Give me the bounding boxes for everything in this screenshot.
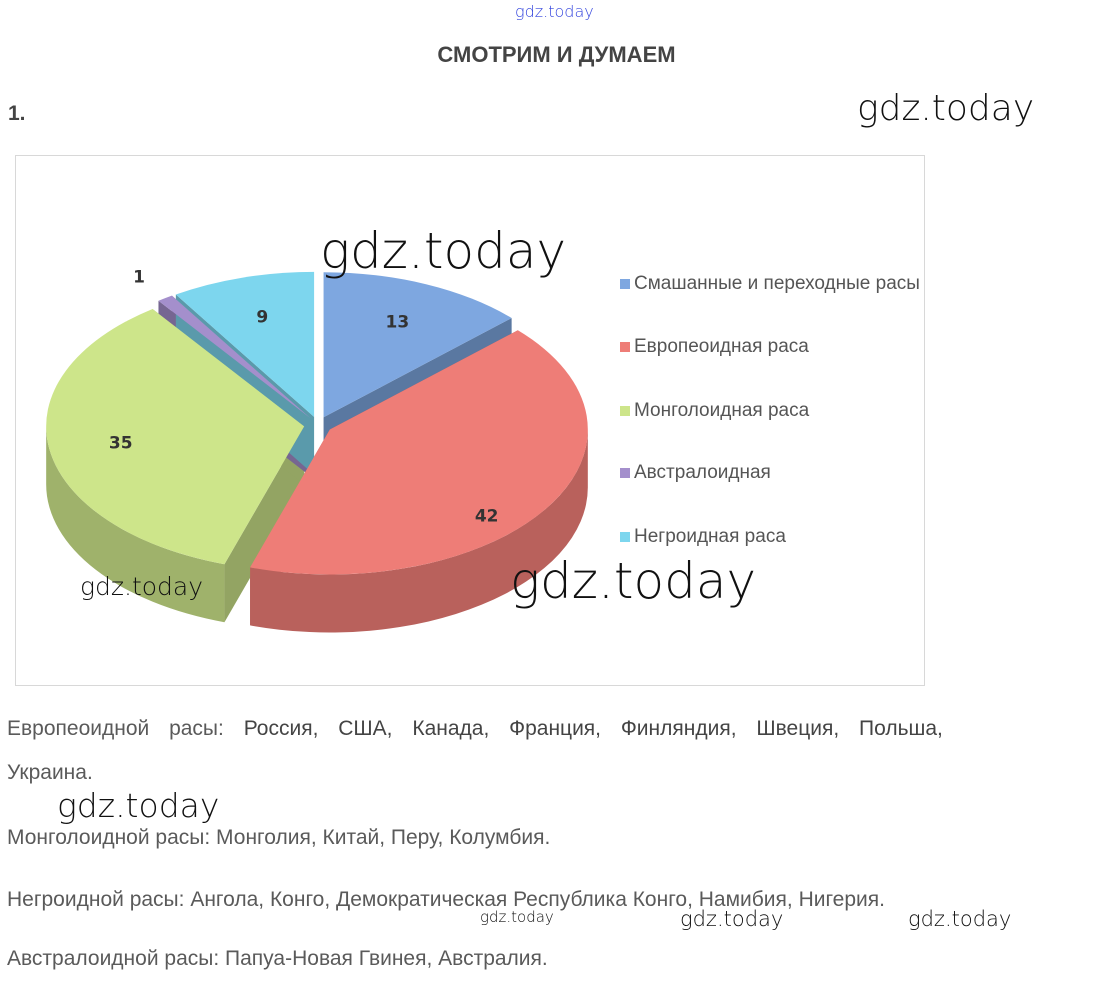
pie-slice [250,330,588,575]
page-title: СМОТРИМ И ДУМАЕМ [437,42,676,67]
pie-slice [323,272,512,418]
paragraph-european: Европеоидной расы: Россия, США, Канада, … [7,717,1107,741]
legend-label: Европеоидная раса [634,336,809,357]
para-text: Папуа-Новая Гвинея, Австралия. [219,947,548,970]
pie-slice [46,309,305,565]
watermark: gdz.today [857,88,1035,129]
data-label: 9 [256,308,268,328]
legend-swatch [620,342,630,352]
data-label: 35 [109,434,133,454]
legend-item-negroid: Негроидная раса [620,524,920,549]
pie-chart: 13 42 35 1 9 [46,268,588,633]
paragraph-australoid: Австралоидной расы: Папуа-Новая Гвинея, … [7,947,1107,971]
task-number: 1. [8,102,26,125]
para-label: Монголоидной расы: [7,826,211,849]
data-label: 1 [133,268,145,288]
para-label: Австралоидной расы: [7,947,220,970]
watermark: gdz.today [680,907,784,931]
legend-swatch [620,406,630,416]
watermark: gdz.today [320,222,567,280]
para-label: Европеоидной расы: [7,717,224,740]
slice-side [46,426,225,623]
paragraph-european-cont: Украина. [7,761,1107,785]
para-text: Украина. [7,761,93,784]
paragraph-negroid: Негроидной расы: Ангола, Конго, Демократ… [7,888,1107,912]
para-text: Монголия, Китай, Перу, Колумбия. [210,826,551,849]
para-text: Россия, США, Канада, Франция, Финляндия,… [223,717,943,740]
watermark: gdz.today [908,907,1012,931]
paragraph-mongoloid: Монголоидной расы: Монголия, Китай, Перу… [7,826,1107,850]
legend-label: Смашанные и переходные расы [634,273,920,294]
watermark: gdz.today [480,908,554,926]
watermark: gdz.today [57,786,220,825]
watermark: gdz.today [515,2,594,21]
legend-label: Негроидная раса [634,526,786,547]
legend-item-mongoloid: Монголоидная раса [620,398,920,423]
para-label: Негроидной расы: [7,888,185,911]
pie-slice [158,295,311,419]
legend-swatch [620,468,630,478]
chart-frame [15,155,925,686]
legend-item-european: Европеоидная раса [620,334,920,359]
watermark: gdz.today [80,572,204,601]
data-label: 13 [385,312,409,332]
slice-wall [224,426,305,623]
para-text: Ангола, Конго, Демократическая Республик… [184,888,885,911]
legend-item-australoid: Австралоидная [620,460,920,485]
legend-swatch [620,279,630,289]
legend-item-mixed: Смашанные и переходные расы [620,271,920,296]
slice-side [250,429,588,633]
legend-label: Монголоидная раса [634,400,810,421]
watermark: gdz.today [510,552,757,610]
legend-swatch [620,532,630,542]
data-label: 42 [475,506,499,526]
pie-slice [175,271,315,417]
legend-label: Австралоидная [634,462,771,483]
